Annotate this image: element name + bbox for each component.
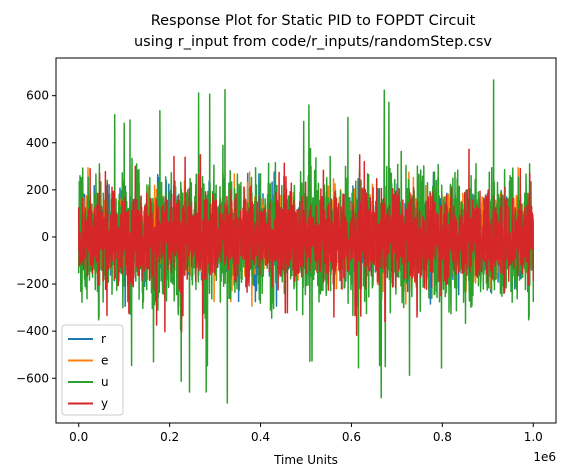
x-tick-label: 1.0 [524, 430, 543, 444]
chart-title-line-1: Response Plot for Static PID to FOPDT Ci… [151, 13, 476, 29]
x-tick-label: 0.8 [433, 430, 452, 444]
y-axis: −600 −400 −200 0 200 400 600 [16, 89, 56, 385]
x-offset-label: 1e6 [533, 450, 556, 464]
y-tick-label: −200 [16, 277, 49, 291]
series-layer [77, 79, 535, 404]
chart-title-line-2: using r_input from code/r_inputs/randomS… [134, 34, 492, 50]
x-axis: 0.0 0.2 0.4 0.6 0.8 1.0 [69, 423, 543, 444]
y-tick-label: 400 [26, 136, 49, 150]
x-tick-label: 0.4 [251, 430, 270, 444]
legend-label-r: r [101, 332, 106, 346]
x-axis-label: Time Units [273, 453, 338, 467]
legend-label-e: e [101, 354, 108, 368]
x-tick-label: 0.0 [69, 430, 88, 444]
series-line-y [77, 148, 535, 340]
y-tick-label: 0 [41, 230, 49, 244]
y-tick-label: −400 [16, 324, 49, 338]
legend-label-y: y [101, 397, 108, 411]
y-tick-label: −600 [16, 371, 49, 385]
x-tick-label: 0.6 [342, 430, 361, 444]
legend-box [61, 324, 124, 416]
y-tick-label: 200 [26, 183, 49, 197]
y-tick-label: 600 [26, 89, 49, 103]
plot-frame [55, 57, 557, 424]
legend-label-u: u [101, 375, 109, 389]
x-tick-label: 0.2 [160, 430, 179, 444]
